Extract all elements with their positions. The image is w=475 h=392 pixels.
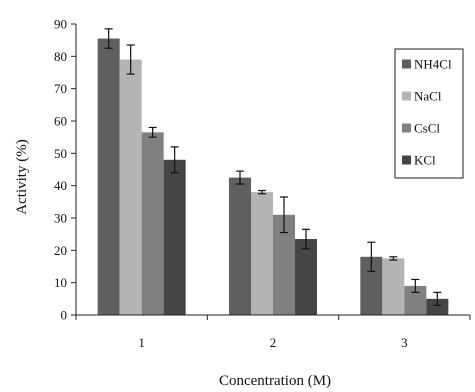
bar-kcl-2 xyxy=(295,239,317,315)
y-tick-label: 90 xyxy=(54,17,67,32)
legend-label: KCl xyxy=(414,153,436,168)
bar-nh4cl-1 xyxy=(97,38,120,316)
error-bar-nacl-1 xyxy=(126,44,135,75)
y-tick-label: 30 xyxy=(54,211,67,226)
legend-items: NH4Cl NaCl CsCl KCl xyxy=(402,57,452,168)
y-tick-label: 20 xyxy=(54,243,67,258)
error-bar-nacl-3 xyxy=(389,256,398,261)
bar-kcl-1 xyxy=(163,159,186,315)
legend-item-cscl: CsCl xyxy=(402,121,440,136)
error-bar-kcl-2 xyxy=(302,228,310,250)
legend-swatch xyxy=(402,155,411,165)
x-tick-label: 1 xyxy=(138,335,145,350)
error-bar-nh4cl-2 xyxy=(236,170,244,185)
legend-swatch xyxy=(402,123,411,133)
error-bar-cscl-2 xyxy=(280,196,288,234)
error-bar-kcl-3 xyxy=(433,291,442,306)
error-bar-nh4cl-1 xyxy=(104,28,113,49)
error-bar-nacl-2 xyxy=(258,189,266,195)
bar-nacl-3 xyxy=(382,258,405,315)
legend-item-nh4cl: NH4Cl xyxy=(402,57,452,72)
error-bars-layer xyxy=(104,28,442,306)
legend-swatch xyxy=(402,91,411,101)
bar-cscl-1 xyxy=(141,132,164,315)
error-bar-kcl-1 xyxy=(170,146,179,174)
y-tick-label: 40 xyxy=(54,178,67,193)
bar-nacl-1 xyxy=(119,59,142,315)
legend-item-kcl: KCl xyxy=(402,153,436,168)
bar-nacl-2 xyxy=(251,192,273,315)
x-ticks: 1 2 3 xyxy=(75,315,471,350)
y-axis-title: Activity (%) xyxy=(14,139,30,214)
legend-label: NaCl xyxy=(414,89,442,104)
x-tick-label: 2 xyxy=(270,335,277,350)
bar-cscl-2 xyxy=(273,214,295,315)
x-axis-title: Concentration (M) xyxy=(219,373,331,389)
y-tick-label: 80 xyxy=(54,49,67,64)
y-tick-label: 0 xyxy=(61,308,68,323)
y-tick-label: 70 xyxy=(54,81,67,96)
bar-nh4cl-2 xyxy=(229,177,251,315)
legend-label: CsCl xyxy=(414,121,440,136)
error-bar-nh4cl-3 xyxy=(367,241,376,272)
bars-layer xyxy=(97,38,449,316)
legend: NH4Cl NaCl CsCl KCl xyxy=(394,48,464,179)
legend-swatch xyxy=(402,59,411,69)
error-bar-cscl-3 xyxy=(411,278,420,293)
bar-cscl-3 xyxy=(404,285,427,315)
y-tick-label: 50 xyxy=(54,146,67,161)
bar-kcl-3 xyxy=(426,298,449,315)
legend-label: NH4Cl xyxy=(414,57,452,72)
y-ticks: 0 10 20 30 40 50 60 70 80 90 xyxy=(54,17,76,323)
y-tick-label: 10 xyxy=(54,275,67,290)
error-bar-cscl-1 xyxy=(148,126,157,138)
x-tick-label: 3 xyxy=(401,335,408,350)
legend-item-nacl: NaCl xyxy=(402,89,442,104)
y-tick-label: 60 xyxy=(54,114,67,129)
bar-nh4cl-3 xyxy=(360,256,383,315)
